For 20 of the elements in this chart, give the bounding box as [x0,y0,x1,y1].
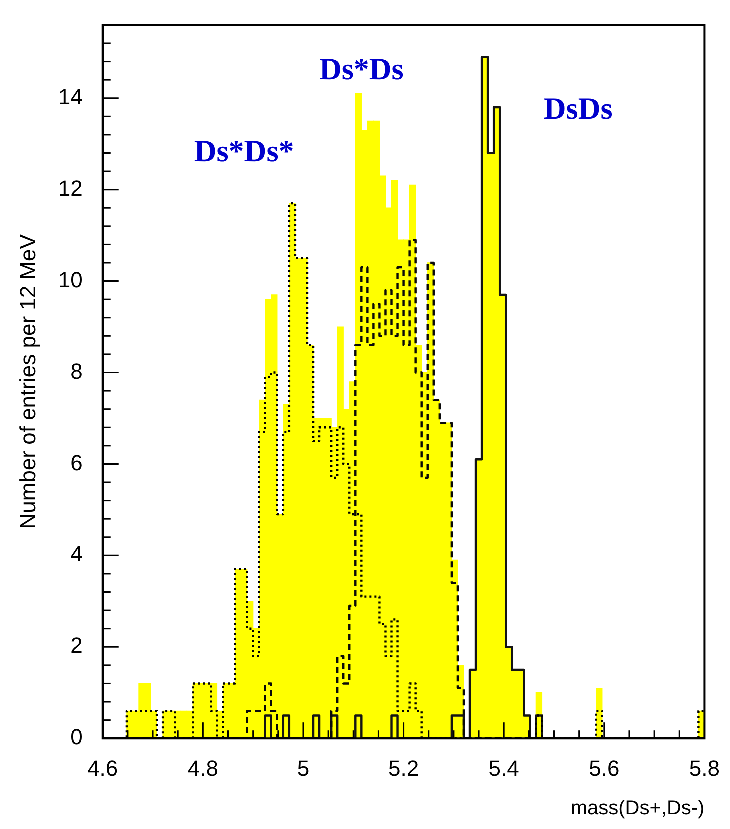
x-axis-title: mass(Ds+,Ds-) [570,798,705,820]
y-tick-label: 10 [58,267,83,292]
x-tick-label: 4.6 [88,756,118,781]
y-tick-label: 8 [70,358,83,384]
x-tick-label: 5 [297,756,310,781]
x-tick-label: 5.6 [589,756,620,781]
y-tick-label: 12 [58,176,83,201]
y-tick-label: 0 [70,724,83,750]
annotation: DsDs [544,90,613,126]
y-tick-label: 4 [70,542,83,567]
annotation: Ds*Ds* [194,134,294,169]
annotation: Ds*Ds [319,52,404,87]
y-tick-label: 2 [70,633,83,658]
y-tick-label: 6 [70,450,83,476]
x-tick-label: 5.2 [388,756,420,781]
y-axis-title: Number of entries per 12 MeV [15,234,40,530]
x-tick-label: 4.8 [188,756,218,781]
x-tick-label: 5.8 [689,756,720,781]
x-tick-label: 5.4 [488,756,520,781]
y-tick-label: 14 [58,84,83,110]
